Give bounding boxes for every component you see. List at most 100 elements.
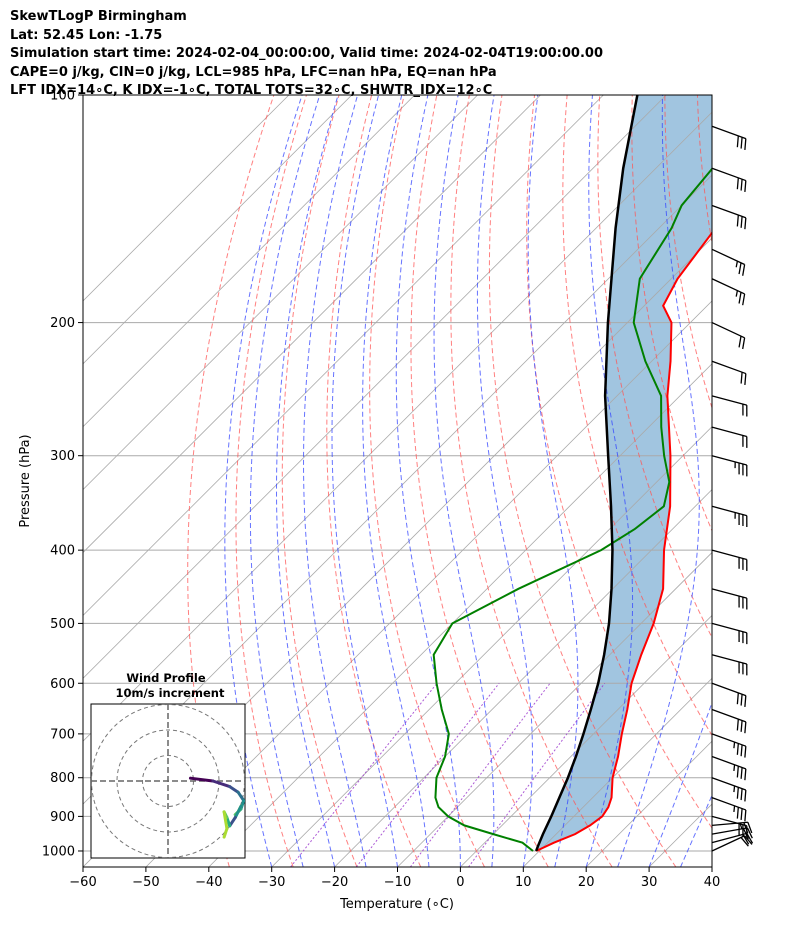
temperature-profile-line: [535, 231, 712, 852]
x-tick-label: 30: [641, 875, 658, 890]
header-location: Lat: 52.45 Lon: -1.75: [10, 27, 163, 43]
wind-barb-flag: [738, 292, 742, 304]
wind-barb-flag: [744, 217, 747, 230]
wind-barb-staff: [711, 204, 747, 219]
wind-barb-staff: [711, 733, 747, 747]
y-tick-label: 100: [50, 89, 75, 104]
wind-barb-staff: [711, 827, 748, 835]
wind-barb-staff: [711, 654, 747, 665]
wind-barb-half-flag: [733, 805, 736, 813]
wind-barb-staff: [711, 835, 745, 852]
isotherm-line: [775, 95, 794, 867]
wind-barb-staff: [711, 777, 747, 791]
wind-barb: [711, 248, 746, 276]
wind-barb-flag: [736, 787, 739, 799]
y-tick-label: 400: [50, 544, 75, 559]
x-tick-label: −50: [132, 875, 159, 890]
hodograph-trace-segment: [188, 776, 215, 783]
wind-barb: [711, 588, 748, 610]
x-tick-label: −20: [321, 875, 348, 890]
wind-barb-staff: [711, 588, 747, 599]
x-tick-label: 0: [456, 875, 464, 890]
chart-header: SkewTLogP Birmingham Lat: 52.45 Lon: -1.…: [10, 8, 603, 101]
wind-barb: [711, 654, 748, 676]
dry-adiabat-line: [631, 95, 712, 532]
wind-barb-flag: [736, 743, 739, 755]
wind-barb: [711, 827, 753, 840]
header-title: SkewTLogP Birmingham: [10, 9, 187, 24]
isotherm-line: [271, 426, 712, 867]
isotherm-line: [83, 95, 478, 491]
wind-barb: [711, 360, 747, 385]
wind-barb-flag: [740, 837, 749, 847]
dry-adiabat-line: [526, 95, 712, 829]
moist-adiabat-line: [648, 701, 712, 867]
hodograph-trace-segment: [236, 790, 245, 803]
hodograph-title: Wind Profile: [126, 671, 206, 685]
dry-adiabat-line: [696, 95, 712, 246]
wind-barb-flag: [744, 746, 747, 758]
wind-barb: [711, 755, 747, 781]
wind-barb-flag: [740, 179, 743, 191]
wind-barb-flag: [744, 373, 747, 385]
wind-barb-flag: [736, 692, 739, 705]
wind-barb: [711, 455, 748, 477]
wind-barb-flag: [740, 808, 743, 820]
wind-barb: [711, 426, 748, 448]
x-tick-label: −40: [195, 875, 222, 890]
wind-barb-flag: [744, 695, 747, 707]
wind-barb-flag: [740, 216, 743, 228]
x-tick-label: −60: [69, 875, 96, 890]
wind-barb-flag: [736, 214, 739, 227]
wind-barb-flag: [747, 822, 753, 834]
moist-adiabat-line: [433, 95, 495, 867]
hodograph-trace-segment: [228, 785, 240, 794]
moist-adiabat-line: [476, 95, 533, 867]
wind-barb-half-flag: [733, 785, 736, 793]
moist-adiabat-line: [617, 95, 700, 867]
mixing-ratio-line: [290, 682, 438, 867]
wind-barb-flag: [742, 828, 749, 840]
wind-barb: [711, 777, 747, 802]
wind-barb-flag: [744, 835, 753, 845]
moist-adiabat-line: [527, 95, 579, 867]
wind-barb: [711, 797, 747, 822]
wind-barb-staff: [711, 755, 747, 770]
moist-adiabat-line: [224, 95, 303, 867]
wind-barb-staff: [711, 125, 747, 140]
wind-barb-flag: [744, 180, 747, 192]
wind-barb: [711, 125, 747, 151]
wind-barb-half-flag: [735, 290, 739, 297]
moist-adiabat-line: [276, 95, 339, 867]
moist-adiabat-line: [362, 95, 430, 867]
wind-barb-staff: [711, 682, 747, 697]
wind-barb-flag: [746, 833, 754, 844]
wind-barb-half-flag: [733, 742, 736, 749]
y-tick-label: 1000: [42, 844, 75, 859]
hodograph-trace-segment: [222, 810, 229, 831]
wind-barb-staff: [711, 426, 747, 438]
wind-barb-flag: [742, 834, 750, 845]
wind-barb-half-flag: [733, 764, 736, 771]
wind-barb-staff: [711, 167, 747, 182]
dewpoint-profile-line: [432, 166, 712, 852]
wind-barb: [711, 682, 747, 707]
isotherm-line: [83, 95, 415, 428]
y-tick-label: 800: [50, 771, 75, 786]
dry-adiabat-line: [410, 95, 549, 867]
wind-barb: [711, 167, 747, 192]
moist-adiabat-line: [711, 865, 712, 867]
wind-barb-staff: [711, 248, 745, 266]
mixing-ratio-line: [409, 682, 551, 867]
isotherm-line: [145, 300, 712, 867]
wind-barb: [711, 505, 748, 528]
wind-barb-staff: [711, 455, 747, 466]
moist-adiabat-line: [331, 95, 398, 867]
y-tick-label: 300: [50, 449, 75, 464]
dry-adiabat-line: [488, 95, 677, 867]
dry-adiabat-line: [235, 95, 307, 867]
y-tick-label: 200: [50, 316, 75, 331]
wind-barb-flag: [740, 744, 743, 757]
x-axis-label: Temperature (∘C): [339, 897, 454, 912]
hodograph-trace-segment: [233, 804, 243, 819]
